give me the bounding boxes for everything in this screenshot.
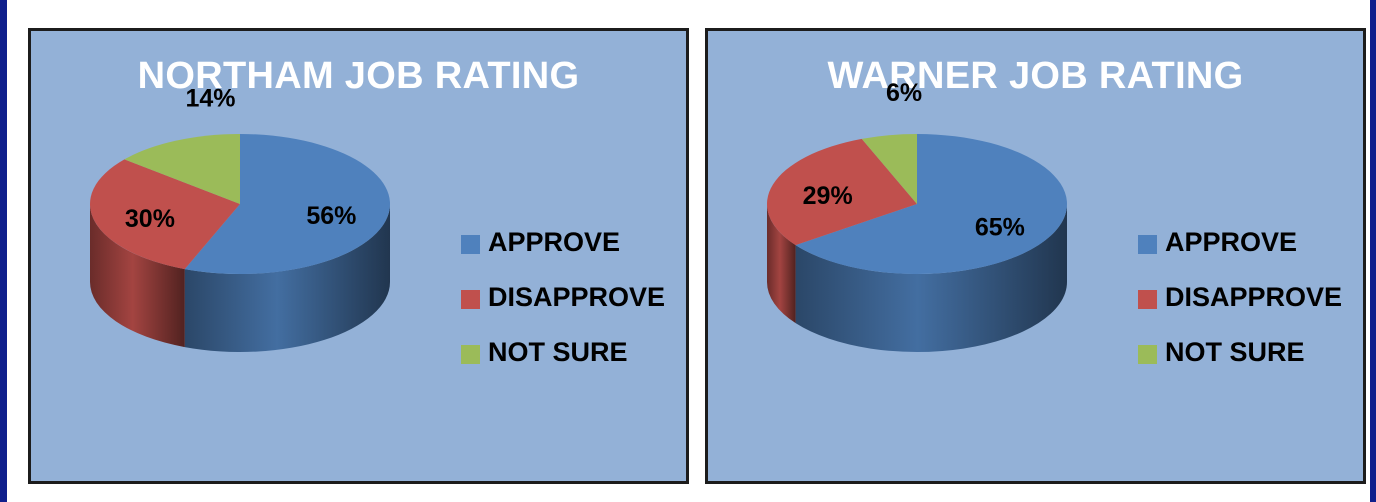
pie-side-approve [184, 204, 390, 353]
legend-swatch-disapprove [1138, 290, 1157, 309]
legend-label: NOT SURE [488, 337, 628, 367]
legend-label: APPROVE [488, 227, 621, 257]
warner-chart-panel: WARNER JOB RATING 65% 29% 6% APPROVE DISAP… [705, 28, 1366, 484]
data-label-approve: 65% [975, 214, 1025, 242]
data-label-not-sure: 14% [185, 85, 235, 113]
chart-title: WARNER JOB RATING [827, 55, 1244, 97]
pie-slice-approve [795, 134, 1067, 274]
legend-label: DISAPPROVE [1165, 282, 1343, 312]
pie-slice-disapprove [90, 159, 241, 270]
pie-side-disapprove [90, 204, 185, 348]
pie-slice-disapprove [767, 138, 917, 246]
pie-slice-not-sure [861, 134, 917, 204]
data-label-disapprove: 29% [803, 182, 853, 210]
legend-swatch-not-sure [461, 345, 480, 364]
legend-label: APPROVE [1165, 227, 1298, 257]
legend-swatch-not-sure [1138, 345, 1157, 364]
legend-swatch-disapprove [461, 290, 480, 309]
pie-side-approve [795, 204, 1067, 352]
pie-side-disapprove [767, 204, 796, 324]
pie-slice-not-sure [124, 134, 240, 204]
right-frame-edge [1370, 0, 1376, 502]
legend-swatch-approve [1138, 235, 1157, 254]
pie-chart: 65% 29% 6% [767, 79, 1067, 352]
data-label-approve: 56% [306, 202, 356, 230]
chart-title: NORTHAM JOB RATING [137, 55, 580, 97]
pie-slice-approve [184, 134, 390, 274]
legend-swatch-approve [461, 235, 480, 254]
northam-chart-panel: NORTHAM JOB RATING 56% 30% 14% APPROVE DIS… [28, 28, 689, 484]
data-label-not-sure: 6% [886, 79, 922, 107]
left-frame-edge [0, 0, 7, 502]
pie-chart: 56% 30% 14% [90, 85, 390, 353]
legend-label: NOT SURE [1165, 337, 1305, 367]
data-label-disapprove: 30% [125, 205, 175, 233]
legend-label: DISAPPROVE [488, 282, 666, 312]
